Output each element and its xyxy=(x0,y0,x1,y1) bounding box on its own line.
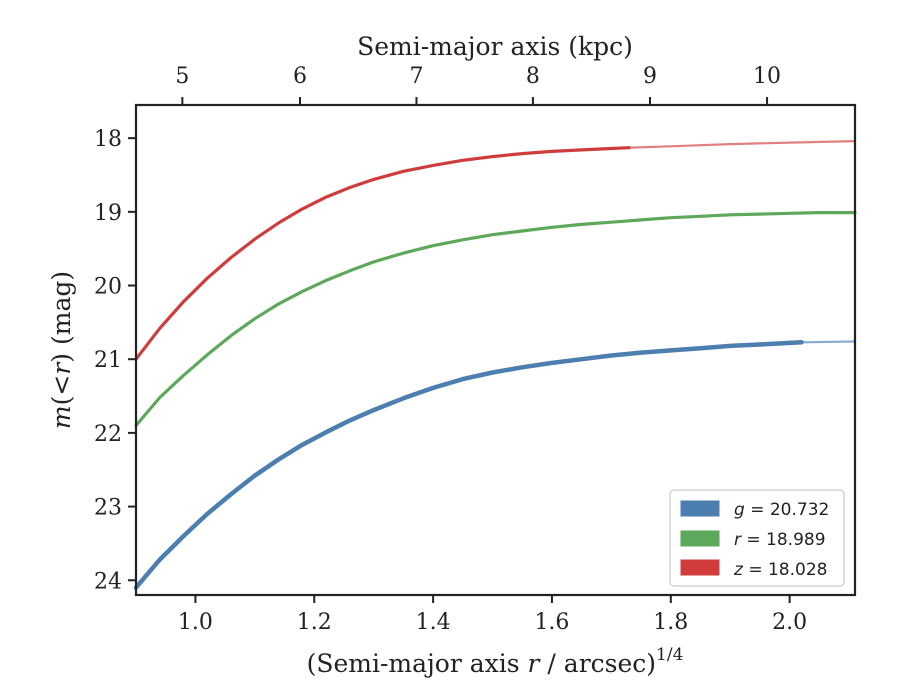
series-g-extension-line xyxy=(800,340,857,344)
y-tick-label: 20 xyxy=(94,275,122,300)
legend-swatch-z xyxy=(680,559,720,576)
top-tick-label: 9 xyxy=(643,64,657,89)
x-tick-label: 1.4 xyxy=(416,610,451,635)
top-tick-label: 7 xyxy=(409,64,423,89)
x-tick-label: 2.0 xyxy=(772,610,807,635)
top-tick-label: 8 xyxy=(526,64,540,89)
y-tick-label: 21 xyxy=(94,348,122,373)
series-z-line xyxy=(134,146,631,361)
x-tick-label: 1.6 xyxy=(534,610,569,635)
series-g-line xyxy=(133,340,804,590)
y-tick-label: 18 xyxy=(94,127,122,152)
legend-swatch-r xyxy=(680,530,720,547)
legend: g = 20.732 r = 18.989 z = 18.028 xyxy=(669,489,845,587)
top-tick-label: 10 xyxy=(753,64,781,89)
y-tick-label: 22 xyxy=(94,422,122,447)
x-axis-title: (Semi-major axis r / arcsec)1/4 xyxy=(307,645,684,678)
legend-label-z: z = 18.028 xyxy=(733,560,827,580)
legend-label-r: r = 18.989 xyxy=(734,530,826,550)
top-tick-label: 5 xyxy=(175,64,189,89)
axis-layer: 1.0 1.2 1.4 1.6 1.8 2.0 18 19 20 21 22 23 24 5 6 7 8 9 10 xyxy=(94,64,807,635)
y-tick-label: 23 xyxy=(94,496,122,521)
top-tick-label: 6 xyxy=(293,64,307,89)
series-r-line xyxy=(134,211,857,428)
y-axis-title: m(<r) (mag) xyxy=(47,271,76,429)
x-tick-label: 1.8 xyxy=(653,610,688,635)
y-tick-label: 24 xyxy=(94,569,122,594)
series-layer xyxy=(133,140,857,590)
series-z-extension-line xyxy=(628,140,857,149)
y-tick-label: 19 xyxy=(94,201,122,226)
top-axis-title: Semi-major axis (kpc) xyxy=(357,32,633,61)
legend-swatch-g xyxy=(680,500,720,517)
legend-label-g: g = 20.732 xyxy=(734,500,829,520)
plot-frame xyxy=(134,103,857,597)
x-tick-label: 1.2 xyxy=(297,610,332,635)
x-tick-label: 1.0 xyxy=(178,610,213,635)
